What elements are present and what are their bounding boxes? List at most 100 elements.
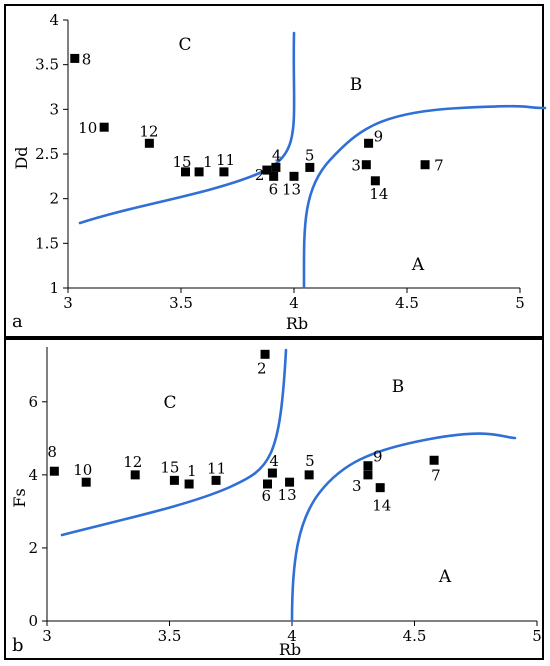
data-point-label-5: 5 (305, 452, 315, 470)
data-point-label-3: 3 (351, 157, 361, 175)
data-point-1 (194, 167, 204, 177)
data-point-2 (260, 349, 270, 359)
y-tick-label: 4 (28, 466, 38, 484)
data-point-label-13: 13 (282, 180, 301, 198)
data-point-7 (429, 455, 439, 465)
data-point-9 (364, 138, 374, 148)
region-label-b: B (392, 377, 405, 397)
data-point-4 (271, 162, 281, 172)
data-point-label-10: 10 (73, 461, 92, 479)
data-point-10 (99, 122, 109, 132)
boundary-curve-2 (302, 104, 547, 289)
x-tick-label: 3 (42, 627, 52, 645)
data-point-13 (285, 477, 295, 487)
data-point-4 (267, 468, 277, 478)
x-axis-label: Rb (279, 640, 301, 659)
data-point-label-14: 14 (369, 185, 388, 203)
data-point-label-9: 9 (374, 127, 384, 145)
data-point-5 (305, 162, 315, 172)
data-point-label-15: 15 (160, 458, 179, 476)
y-tick-label: 1.5 (35, 234, 59, 252)
y-tick-label: 6 (28, 393, 38, 411)
data-point-label-12: 12 (123, 453, 142, 471)
data-point-12 (130, 470, 140, 480)
region-label-c: C (178, 35, 191, 55)
data-point-7 (420, 160, 430, 170)
data-point-14 (370, 176, 380, 186)
data-point-15 (169, 475, 179, 485)
data-point-label-12: 12 (139, 122, 158, 140)
region-label-a: A (411, 255, 425, 275)
data-point-1 (184, 479, 194, 489)
y-tick-label: 3.5 (35, 56, 59, 74)
data-point-10 (81, 477, 91, 487)
data-point-8 (49, 466, 59, 476)
region-label-c: C (163, 393, 176, 413)
data-point-label-4: 4 (272, 146, 282, 164)
data-point-5 (304, 470, 314, 480)
y-tick-label: 2.5 (35, 145, 59, 163)
data-point-12 (144, 138, 154, 148)
x-tick-label: 3 (63, 294, 73, 312)
data-point-label-7: 7 (434, 157, 444, 175)
x-tick-label: 3.5 (158, 627, 182, 645)
data-point-label-6: 6 (269, 180, 279, 198)
y-tick-label: 2 (49, 190, 59, 208)
data-point-label-6: 6 (262, 487, 272, 505)
region-label-a: A (438, 567, 452, 587)
data-point-9 (363, 461, 373, 471)
data-point-label-4: 4 (269, 452, 279, 470)
y-tick-label: 3 (49, 100, 59, 118)
data-point-8 (70, 53, 80, 63)
data-point-label-2: 2 (255, 166, 265, 184)
data-point-2 (262, 165, 272, 175)
data-point-label-1: 1 (187, 462, 197, 480)
data-point-label-3: 3 (352, 477, 362, 495)
data-point-13 (289, 171, 299, 181)
boundary-curve-1 (60, 348, 288, 537)
data-point-3 (361, 160, 371, 170)
data-point-3 (363, 470, 373, 480)
boundary-curve-2 (290, 432, 517, 623)
x-tick-label: 4 (289, 294, 299, 312)
y-axis-label: Fs (10, 488, 29, 507)
data-point-label-9: 9 (373, 448, 383, 466)
data-point-label-14: 14 (372, 497, 391, 515)
x-tick-label: 4.5 (395, 294, 419, 312)
y-tick-label: 0 (28, 612, 38, 630)
boundary-curve-1 (78, 31, 296, 225)
data-point-6 (263, 479, 272, 489)
data-point-label-11: 11 (207, 459, 226, 477)
panel-letter: a (12, 311, 23, 332)
data-point-11 (219, 167, 229, 177)
data-point-6 (269, 171, 279, 181)
panel-letter: b (12, 635, 24, 656)
x-tick-label: 3.5 (169, 294, 193, 312)
x-tick-label: 5 (515, 294, 525, 312)
data-point-label-8: 8 (47, 443, 57, 461)
y-tick-label: 2 (28, 539, 38, 557)
x-axis-label: Rb (286, 314, 308, 333)
y-tick-label: 1 (49, 279, 59, 297)
panel-frame (4, 338, 544, 660)
data-point-label-7: 7 (431, 466, 441, 484)
x-tick-label: 4.5 (403, 627, 427, 645)
y-axis-label: Dd (12, 146, 31, 169)
data-point-label-11: 11 (216, 151, 235, 169)
data-point-label-1: 1 (203, 153, 213, 171)
data-point-label-8: 8 (82, 50, 92, 68)
data-point-11 (211, 475, 221, 485)
region-label-b: B (350, 75, 363, 95)
data-point-14 (375, 483, 385, 493)
data-point-label-2: 2 (257, 359, 267, 377)
data-point-label-13: 13 (278, 486, 297, 504)
data-point-label-5: 5 (305, 146, 315, 164)
data-point-15 (181, 167, 191, 177)
x-tick-label: 4 (287, 627, 297, 645)
data-point-label-15: 15 (173, 153, 192, 171)
y-tick-label: 4 (49, 11, 59, 29)
x-tick-label: 5 (532, 627, 542, 645)
